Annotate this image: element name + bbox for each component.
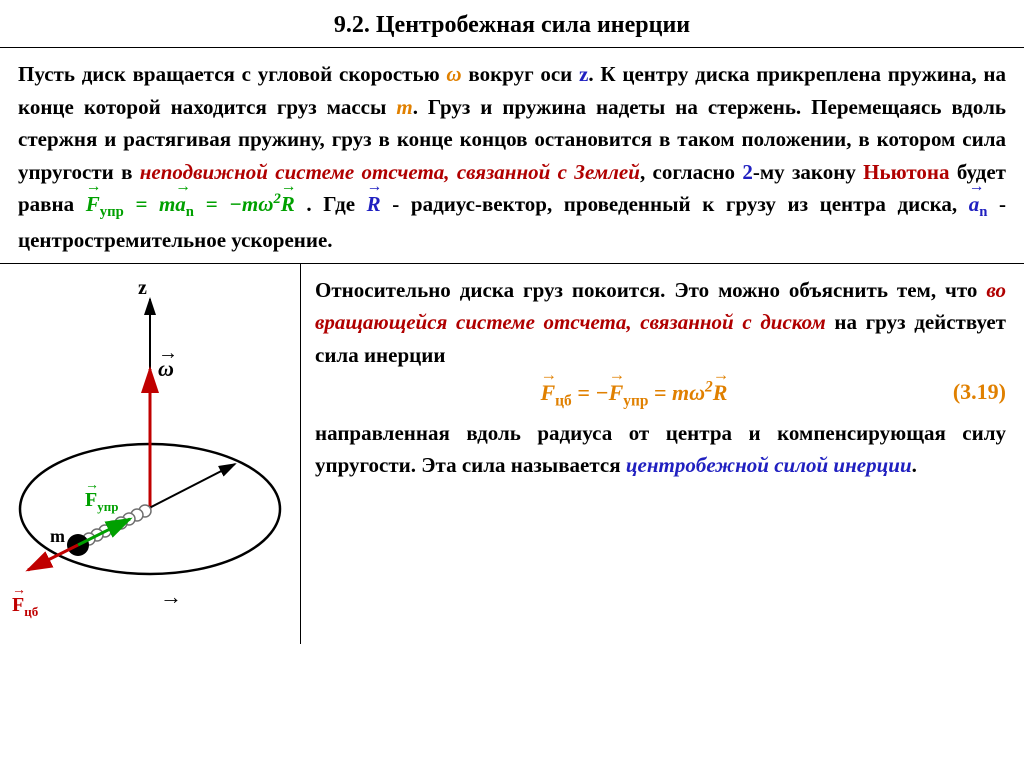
f1-eq: = <box>124 192 159 216</box>
fupr-label: Fупр <box>85 489 118 514</box>
f-cb-arrow <box>28 545 78 570</box>
f2-eq1: = − <box>572 380 609 405</box>
m-symbol: m <box>396 95 412 119</box>
an-sub: n <box>979 204 987 220</box>
dir-arrow-icon: → <box>160 584 182 609</box>
p1-t2: вокруг оси <box>462 62 579 86</box>
m-label: m <box>50 526 65 546</box>
f1-asub: n <box>186 204 194 220</box>
p1-t5: , согласно <box>640 160 742 184</box>
f2-F2: F <box>609 376 624 410</box>
equation-number: (3.19) <box>953 375 1006 409</box>
R-desc: - радиус-вектор, проведенный к грузу из … <box>392 192 968 216</box>
section-title: 9.2. Центробежная сила инерции <box>0 0 1024 48</box>
bottom-row: z → ω m → Fупр → Fцб → <box>0 264 1024 644</box>
p1-t6: -му закону <box>753 160 863 184</box>
f1-m: m <box>159 192 175 216</box>
formula-1: Fупр = man = −mω2R <box>86 192 307 216</box>
f-upr-arrow <box>78 519 130 545</box>
frame1-text: неподвижной системе отсчета, связанной с… <box>140 160 640 184</box>
R-sym: R <box>367 188 381 221</box>
formula-2-line: (3.19) Fцб = −Fупр = mω2R <box>315 375 1006 413</box>
an-a: a <box>969 188 980 221</box>
paragraph-1: Пусть диск вращается с угловой скоростью… <box>0 48 1024 264</box>
z-label: z <box>138 277 147 299</box>
f2-F1sub: цб <box>555 392 572 409</box>
f2-eq2: = <box>648 380 672 405</box>
newton-text: Ньютона <box>863 160 949 184</box>
z-symbol: z <box>579 62 588 86</box>
two-symbol: 2 <box>742 160 753 184</box>
paragraph-2: Относительно диска груз покоится. Это мо… <box>301 264 1024 644</box>
f1-w: ω <box>258 192 273 216</box>
p2-t4: . <box>912 453 917 477</box>
omega-symbol: ω <box>446 62 461 86</box>
R-vector: R <box>367 192 381 216</box>
f2-m: m <box>672 380 689 405</box>
f2-F2sub: упр <box>623 392 648 409</box>
f1-sq: 2 <box>273 191 280 207</box>
term-text: центробежной силой инерции <box>626 453 912 477</box>
diagram-cell: z → ω m → Fупр → Fцб → <box>0 264 301 644</box>
f1-Fsub: упр <box>100 204 124 220</box>
f2-F1: F <box>540 376 555 410</box>
p1-t1: Пусть диск вращается с угловой скоростью <box>18 62 446 86</box>
f1-eq2: = − <box>194 192 242 216</box>
f1-R: R <box>281 188 295 221</box>
p1-t8: . Где <box>306 192 366 216</box>
p2-t1: Относительно диска груз покоится. Это мо… <box>315 278 986 302</box>
f2-sq: 2 <box>705 378 713 395</box>
rotating-disk-diagram: z → ω m → Fупр → Fцб → <box>0 264 300 644</box>
formula-2: Fцб = −Fупр = mω2R <box>540 380 727 405</box>
f1-a: a <box>175 188 186 221</box>
f1-F: F <box>86 188 100 221</box>
f2-R: R <box>713 376 728 410</box>
an-vector: an <box>969 192 988 216</box>
f2-w: ω <box>689 380 705 405</box>
omega-label: ω <box>158 356 174 381</box>
f1-m2: m <box>242 192 258 216</box>
